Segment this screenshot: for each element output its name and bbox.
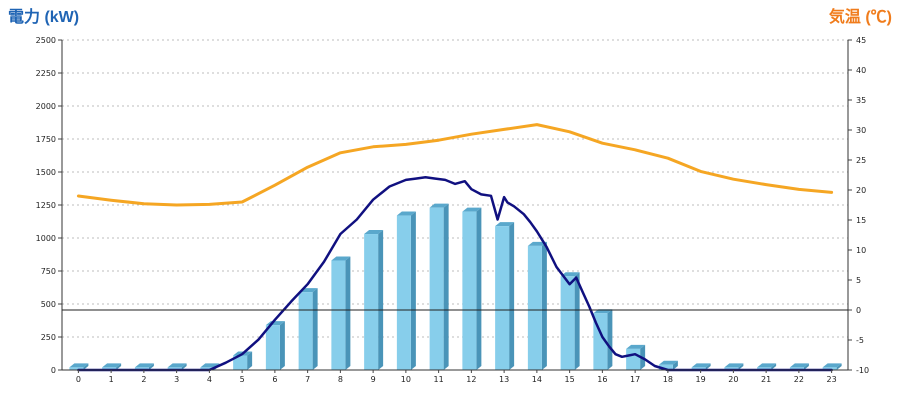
x-tick-label: 21 (761, 375, 771, 384)
series-lines (76, 123, 834, 372)
bar-hour-7 (298, 288, 318, 370)
x-tick-label: 17 (630, 375, 640, 384)
right-tick-label: 45 (856, 36, 866, 45)
bar-hour-8 (331, 256, 351, 370)
x-tick-label: 20 (728, 375, 738, 384)
x-tick-label: 12 (466, 375, 476, 384)
x-tick-label: 19 (696, 375, 706, 384)
bar-hour-10 (396, 211, 416, 370)
bar-hour-15 (560, 272, 580, 370)
left-tick-label: 1000 (36, 234, 56, 243)
axes: 02505007501000125015001750200022502500-1… (36, 36, 869, 384)
x-tick-label: 22 (794, 375, 804, 384)
bar-hour-14 (527, 241, 547, 370)
left-tick-label: 2000 (36, 102, 56, 111)
x-tick-label: 2 (141, 375, 146, 384)
left-tick-label: 250 (41, 333, 56, 342)
bar-hour-6 (265, 321, 285, 370)
bar-hour-12 (462, 207, 482, 370)
bar-hour-2 (134, 363, 154, 370)
right-tick-label: 40 (856, 66, 866, 75)
x-tick-label: 8 (338, 375, 343, 384)
right-tick-label: -5 (856, 336, 864, 345)
x-tick-label: 16 (597, 375, 607, 384)
bar-hour-0 (69, 363, 89, 370)
right-tick-label: 35 (856, 96, 866, 105)
bar-hour-13 (495, 222, 515, 370)
x-tick-label: 6 (272, 375, 277, 384)
left-tick-label: 2250 (36, 69, 56, 78)
temperature-line (76, 123, 834, 207)
x-tick-label: 23 (827, 375, 837, 384)
gridlines (62, 39, 848, 338)
right-tick-label: 10 (856, 246, 866, 255)
right-tick-label: -10 (856, 366, 869, 375)
left-tick-label: 750 (41, 267, 56, 276)
bar-hour-19 (691, 363, 711, 370)
left-tick-label: 2500 (36, 36, 56, 45)
x-tick-label: 4 (207, 375, 212, 384)
right-tick-label: 20 (856, 186, 866, 195)
right-tick-label: 15 (856, 216, 866, 225)
bar-hour-23 (822, 363, 842, 370)
x-tick-label: 0 (76, 375, 81, 384)
left-tick-label: 1500 (36, 168, 56, 177)
left-tick-label: 0 (51, 366, 56, 375)
x-tick-label: 5 (240, 375, 245, 384)
x-tick-label: 10 (401, 375, 411, 384)
bar-hour-5 (233, 351, 253, 370)
bar-hour-18 (658, 360, 678, 370)
bar-hour-3 (167, 363, 187, 370)
left-tick-label: 500 (41, 300, 56, 309)
x-tick-label: 18 (663, 375, 673, 384)
left-axis-title: 電力 (kW) (8, 7, 79, 26)
bar-hour-20 (724, 363, 744, 370)
bar-hour-1 (102, 363, 122, 370)
left-tick-label: 1750 (36, 135, 56, 144)
x-tick-label: 9 (371, 375, 376, 384)
right-axis-title: 気温 (℃) (829, 7, 892, 26)
left-tick-label: 1250 (36, 201, 56, 210)
x-tick-label: 11 (434, 375, 444, 384)
right-tick-label: 25 (856, 156, 866, 165)
bar-hour-22 (789, 363, 809, 370)
x-tick-label: 15 (565, 375, 575, 384)
x-tick-label: 14 (532, 375, 542, 384)
bar-hour-21 (757, 363, 777, 370)
x-tick-label: 7 (305, 375, 310, 384)
right-tick-label: 5 (856, 276, 861, 285)
x-tick-label: 3 (174, 375, 179, 384)
x-tick-label: 13 (499, 375, 509, 384)
bar-hour-9 (364, 230, 384, 370)
power-bars (69, 203, 842, 370)
right-tick-label: 30 (856, 126, 866, 135)
power-line (77, 176, 833, 372)
right-tick-label: 0 (856, 306, 861, 315)
bar-hour-11 (429, 203, 449, 370)
x-tick-label: 1 (109, 375, 114, 384)
